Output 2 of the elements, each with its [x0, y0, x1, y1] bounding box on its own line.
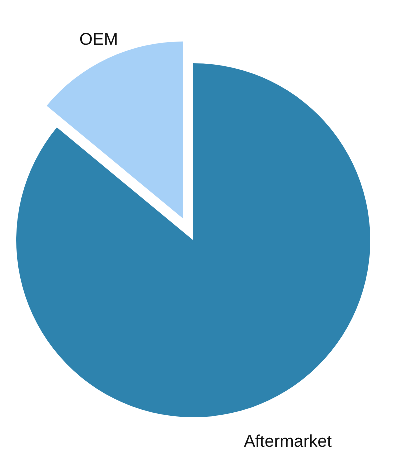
slice-label: Aftermarket: [244, 432, 332, 451]
slice-label: OEM: [80, 30, 118, 50]
